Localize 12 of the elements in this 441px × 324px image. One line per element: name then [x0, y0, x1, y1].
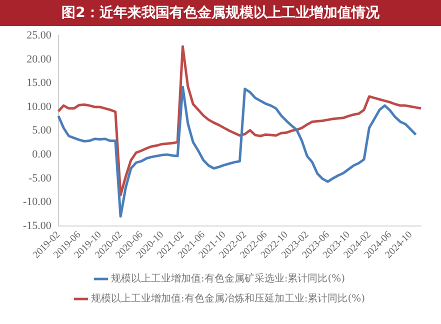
y-tick-label: 15.00: [26, 77, 52, 90]
legend-label: 规模以上工业增加值:有色金属冶炼和压延加工业:累计同比(%): [90, 292, 366, 305]
y-tick-label: 20.00: [26, 53, 52, 66]
y-tick-label: 0.00: [32, 148, 52, 160]
y-tick-label: 10.00: [26, 100, 52, 113]
chart-title: 图2：近年来我国有色金属规模以上工业增加值情况: [0, 0, 441, 26]
y-tick-label: -10.00: [22, 196, 52, 208]
y-tick-label: -5.00: [28, 172, 52, 184]
y-tick-label: 25.00: [26, 29, 52, 42]
y-tick-label: -15.00: [22, 220, 52, 232]
y-tick-label: 5.00: [32, 124, 52, 137]
legend-label: 规模以上工业增加值:有色金属矿采选业:累计同比(%): [110, 272, 346, 285]
